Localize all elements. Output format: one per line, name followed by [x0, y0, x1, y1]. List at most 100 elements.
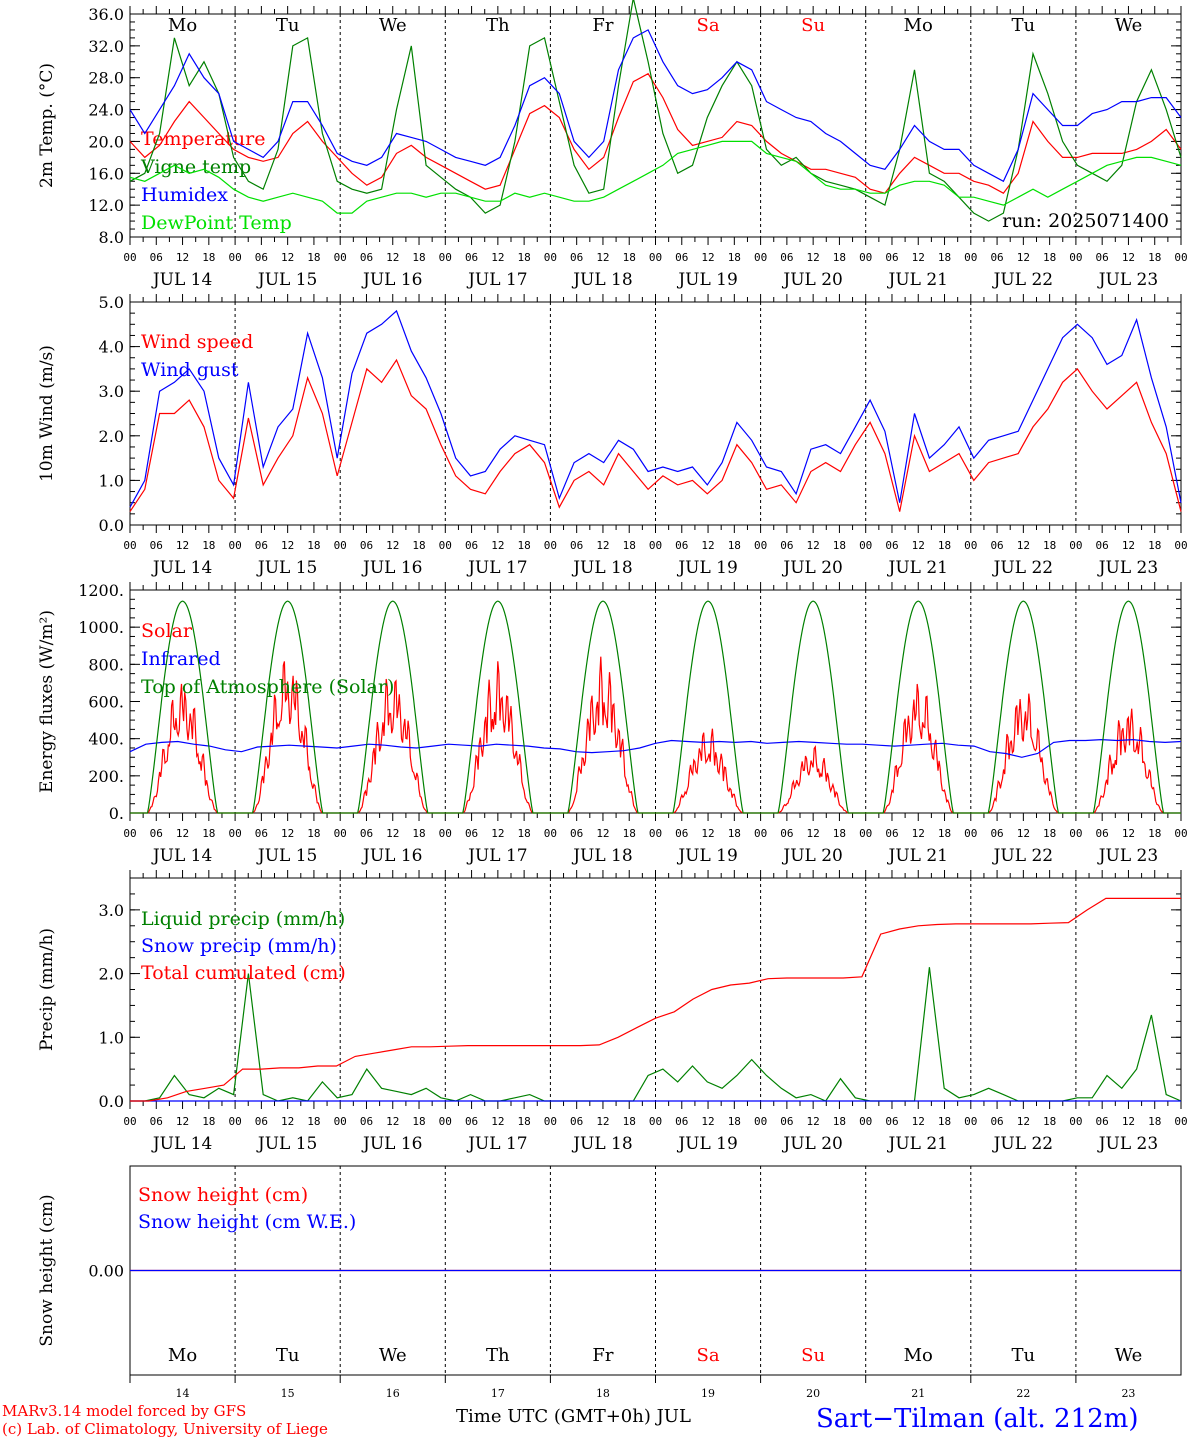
hour-label: 12: [1122, 827, 1135, 840]
date-label: JUL 23: [1097, 558, 1158, 578]
date-label: JUL 14: [151, 270, 212, 290]
day-number: 20: [806, 1387, 820, 1400]
y-tick-label: 0.0: [99, 1092, 124, 1111]
date-label: JUL 21: [887, 1134, 948, 1154]
date-label: JUL 23: [1097, 270, 1158, 290]
date-label: JUL 19: [676, 558, 737, 578]
date-label: JUL 21: [887, 270, 948, 290]
hour-label: 18: [412, 827, 425, 840]
hour-label: 00: [649, 827, 662, 840]
plot-frame: [130, 302, 1181, 525]
day-name: Th: [486, 15, 510, 36]
hour-label: 06: [885, 251, 898, 264]
date-label: JUL 23: [1097, 846, 1158, 866]
hour-label: 00: [334, 251, 347, 264]
hour-label: 12: [176, 539, 189, 552]
date-label: JUL 20: [781, 558, 842, 578]
y-tick-label: 2.0: [99, 965, 124, 984]
hour-label: 12: [701, 539, 714, 552]
hour-label: 18: [518, 539, 531, 552]
day-number: 14: [176, 1387, 190, 1400]
hour-label: 06: [465, 251, 478, 264]
hour-label: 12: [912, 1115, 925, 1128]
hour-label: 12: [386, 251, 399, 264]
hour-label: 18: [623, 251, 636, 264]
y-tick-label: 1.0: [99, 471, 124, 490]
day-name: Sa: [697, 15, 720, 36]
hour-label: 00: [859, 1115, 872, 1128]
day-name: Tu: [276, 15, 300, 36]
hour-label: 12: [1017, 827, 1030, 840]
hour-label: 06: [255, 539, 268, 552]
y-tick-label: 16.0: [88, 164, 124, 183]
y-axis-label: Precip (mm/h): [37, 928, 57, 1051]
hour-label: 12: [701, 251, 714, 264]
y-tick-label: 5.0: [99, 293, 124, 312]
y-tick-label: 600.: [88, 693, 124, 712]
date-label: JUL 22: [992, 558, 1053, 578]
hour-label: 00: [1174, 1115, 1187, 1128]
hour-label: 00: [1174, 827, 1187, 840]
run-annotation: run: 2025071400: [1002, 210, 1169, 232]
hour-label: 12: [701, 1115, 714, 1128]
hour-label: 18: [833, 539, 846, 552]
hour-label: 06: [780, 1115, 793, 1128]
legend-snow-precip-mm-h-: Snow precip (mm/h): [141, 935, 337, 957]
hour-label: 18: [938, 827, 951, 840]
day-name: Mo: [904, 15, 933, 36]
hour-label: 00: [859, 251, 872, 264]
y-tick-label: 36.0: [88, 5, 124, 24]
hour-label: 06: [360, 539, 373, 552]
y-tick-label: 1200.: [78, 581, 124, 600]
hour-label: 06: [1096, 1115, 1109, 1128]
hour-label: 12: [491, 827, 504, 840]
date-label: JUL 20: [781, 1134, 842, 1154]
hour-label: 00: [544, 539, 557, 552]
hour-label: 00: [964, 1115, 977, 1128]
day-name: Tu: [1012, 15, 1036, 36]
legend-snow-height-cm-: Snow height (cm): [138, 1184, 308, 1206]
hour-label: 18: [412, 1115, 425, 1128]
hour-label: 12: [281, 251, 294, 264]
y-axis-label: 10m Wind (m/s): [37, 345, 57, 482]
hour-label: 18: [307, 251, 320, 264]
date-label: JUL 15: [256, 270, 317, 290]
date-label: JUL 18: [571, 558, 632, 578]
hour-label: 12: [912, 251, 925, 264]
date-label: JUL 22: [992, 846, 1053, 866]
hour-label: 06: [675, 1115, 688, 1128]
hour-label: 12: [1017, 1115, 1030, 1128]
hour-label: 06: [780, 251, 793, 264]
date-label: JUL 20: [781, 846, 842, 866]
day-name: Tu: [276, 1345, 300, 1366]
hour-label: 12: [281, 827, 294, 840]
day-name: Mo: [904, 1345, 933, 1366]
hour-label: 00: [754, 827, 767, 840]
y-tick-label: 800.: [88, 655, 124, 674]
day-name: We: [379, 1345, 407, 1366]
hour-label: 18: [833, 1115, 846, 1128]
hour-label: 06: [885, 1115, 898, 1128]
hour-label: 00: [334, 1115, 347, 1128]
hour-label: 06: [990, 1115, 1003, 1128]
date-label: JUL 17: [466, 846, 527, 866]
hour-label: 18: [728, 827, 741, 840]
hour-label: 00: [754, 1115, 767, 1128]
hour-label: 00: [964, 539, 977, 552]
hour-label: 18: [412, 539, 425, 552]
hour-label: 12: [596, 827, 609, 840]
hour-label: 06: [780, 827, 793, 840]
hour-label: 06: [885, 539, 898, 552]
date-label: JUL 16: [361, 1134, 422, 1154]
panel-5: 0.00 Snow height (cm) Snow height (cm) Snow…: [37, 1166, 1181, 1400]
y-axis-label: 2m Temp. (°C): [37, 63, 57, 188]
hour-label: 00: [859, 827, 872, 840]
date-label: JUL 18: [571, 270, 632, 290]
hour-label: 12: [176, 827, 189, 840]
hour-label: 12: [386, 539, 399, 552]
hour-label: 18: [728, 251, 741, 264]
hour-label: 06: [255, 251, 268, 264]
hour-label: 06: [150, 251, 163, 264]
legend-wind-speed: Wind speed: [141, 331, 253, 353]
day-name: Sa: [697, 1345, 720, 1366]
